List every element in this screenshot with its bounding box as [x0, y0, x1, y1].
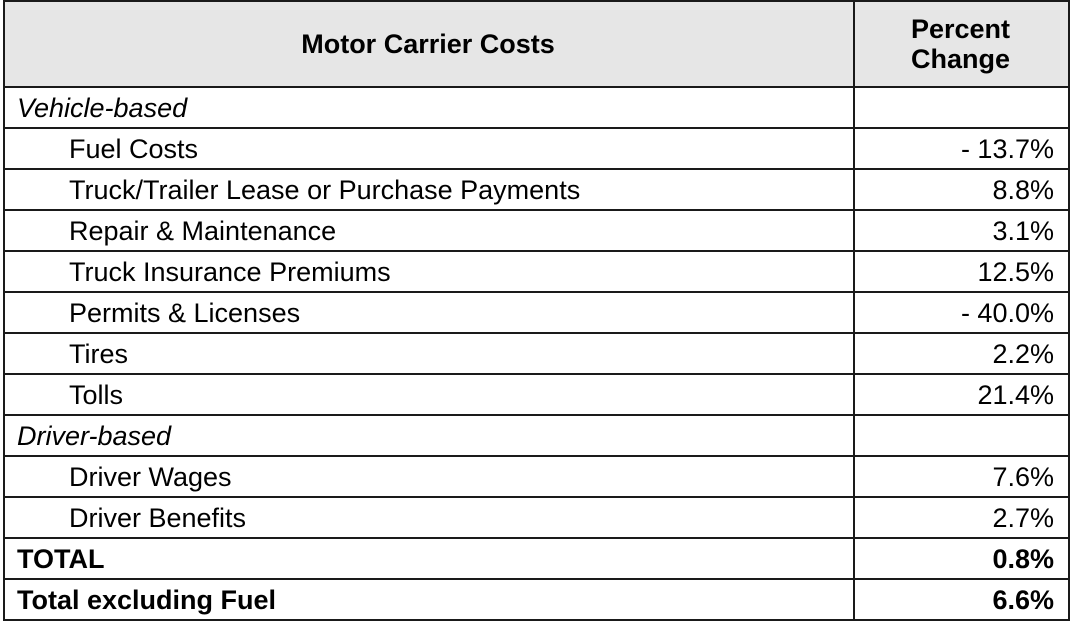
table-row: Repair & Maintenance 3.1% [3, 209, 1070, 252]
row-label: Vehicle-based [3, 86, 855, 129]
row-label: Total excluding Fuel [3, 578, 855, 621]
header-row: Motor Carrier Costs Percent Change [3, 0, 1070, 88]
row-value: 21.4% [853, 373, 1070, 416]
row-label: Driver Wages [3, 455, 855, 498]
row-label: Truck Insurance Premiums [3, 250, 855, 293]
row-label: Driver-based [3, 414, 855, 457]
row-value: 6.6% [853, 578, 1070, 621]
row-label: Tires [3, 332, 855, 375]
group-row: Vehicle-based [3, 86, 1070, 129]
row-value: 3.1% [853, 209, 1070, 252]
row-value: 2.7% [853, 496, 1070, 539]
total-row: Total excluding Fuel 6.6% [3, 578, 1070, 621]
table-row: Truck Insurance Premiums 12.5% [3, 250, 1070, 293]
row-value: 2.2% [853, 332, 1070, 375]
row-value: 7.6% [853, 455, 1070, 498]
row-label: Fuel Costs [3, 127, 855, 170]
group-row: Driver-based [3, 414, 1070, 457]
row-label: Driver Benefits [3, 496, 855, 539]
row-value: 0.8% [853, 537, 1070, 580]
row-value: 8.8% [853, 168, 1070, 211]
row-label: TOTAL [3, 537, 855, 580]
row-label: Repair & Maintenance [3, 209, 855, 252]
row-value: - 40.0% [853, 291, 1070, 334]
table-row: Driver Wages 7.6% [3, 455, 1070, 498]
header-change: Change [910, 44, 1010, 74]
row-value: 12.5% [853, 250, 1070, 293]
motor-carrier-costs-table: Motor Carrier Costs Percent Change Vehic… [3, 0, 1070, 621]
row-value [853, 414, 1070, 457]
table-body: Vehicle-based Fuel Costs - 13.7% Truck/Trai… [3, 86, 1070, 621]
total-row: TOTAL 0.8% [3, 537, 1070, 580]
row-value [853, 86, 1070, 129]
table-row: Tires 2.2% [3, 332, 1070, 375]
table-row: Truck/Trailer Lease or Purchase Payments… [3, 168, 1070, 211]
table-row: Driver Benefits 2.7% [3, 496, 1070, 539]
header-percent: Percent [910, 14, 1011, 44]
table-row: Fuel Costs - 13.7% [3, 127, 1070, 170]
table-row: Permits & Licenses - 40.0% [3, 291, 1070, 334]
header-costs: Motor Carrier Costs [3, 0, 855, 88]
table-row: Tolls 21.4% [3, 373, 1070, 416]
header-percent-change: Percent Change [853, 0, 1070, 88]
row-label: Truck/Trailer Lease or Purchase Payments [3, 168, 855, 211]
row-value: - 13.7% [853, 127, 1070, 170]
row-label: Tolls [3, 373, 855, 416]
row-label: Permits & Licenses [3, 291, 855, 334]
